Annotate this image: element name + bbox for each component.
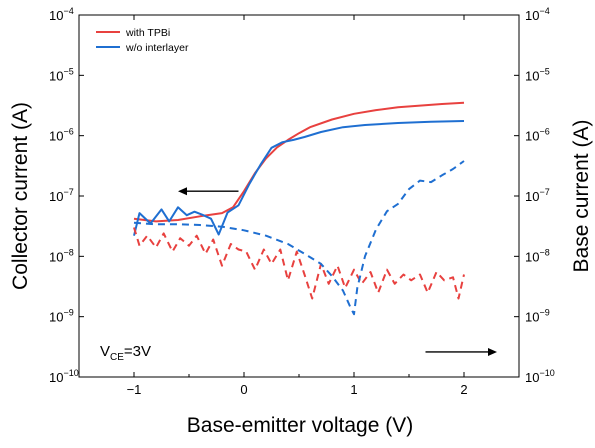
y-tick-label-right: 10−9 [525, 308, 550, 325]
arrow-left-head [178, 187, 187, 196]
y-tick-label-left: 10−10 [49, 368, 79, 385]
y-tick-label-right: 10−4 [525, 6, 550, 23]
y-tick-label-right: 10−7 [525, 187, 550, 204]
vce-annotation: VCE=3V [100, 343, 151, 363]
x-tick-label: −1 [127, 382, 142, 397]
y-tick-label-right: 10−5 [525, 66, 550, 83]
legend-label-wo-interlayer: w/o interlayer [125, 42, 189, 54]
y-tick-label-left: 10−9 [49, 308, 74, 325]
y-tick-label-left: 10−8 [49, 247, 74, 264]
series-line-collector-0 [133, 101, 465, 223]
x-tick-label: 0 [240, 382, 247, 397]
x-tick-label: 2 [460, 382, 467, 397]
y-axis-title-right: Base current (A) [570, 120, 593, 273]
x-axis-title: Base-emitter voltage (V) [187, 414, 413, 437]
y-tick-label-right: 10−6 [525, 127, 550, 144]
arrow-right-head [488, 347, 497, 356]
plot-frame [78, 14, 520, 378]
arrow-layer [178, 187, 497, 356]
y-axis-title-left: Collector current (A) [9, 102, 32, 290]
series-line-base-3 [133, 160, 465, 316]
y-tick-label-left: 10−5 [49, 66, 74, 83]
legend-label-with-tpbi: with TPBi [125, 27, 170, 39]
legend: with TPBi w/o interlayer [96, 27, 189, 54]
y-tick-label-left: 10−6 [49, 127, 74, 144]
series-layer [133, 101, 465, 316]
y-tick-label-left: 10−7 [49, 187, 74, 204]
x-tick-label: 1 [350, 382, 357, 397]
series-line-collector-1 [133, 120, 465, 236]
series-line-base-2 [133, 227, 465, 300]
y-tick-label-left: 10−4 [49, 6, 74, 23]
y-tick-label-right: 10−10 [525, 368, 555, 385]
y-tick-label-right: 10−8 [525, 247, 550, 264]
tick-layer: −1 0 1 2 10−10 10−10 10−9 10−9 10−8 10−8 10−7 10−7 1… [49, 6, 555, 397]
